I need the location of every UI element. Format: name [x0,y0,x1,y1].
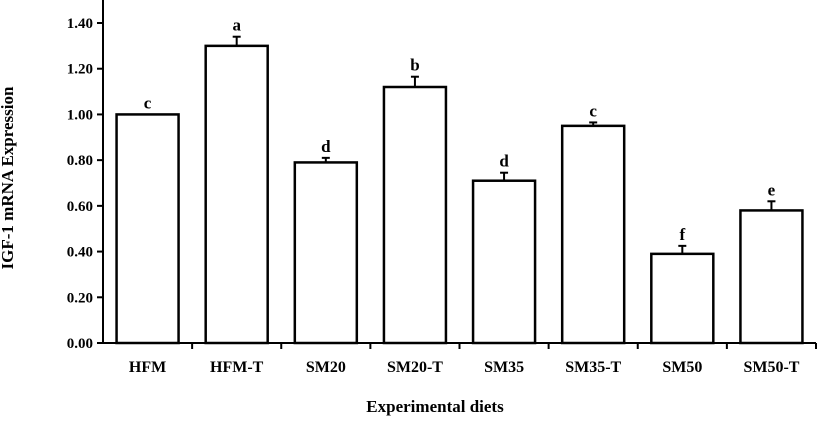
significance-letter: b [410,56,419,75]
significance-letter: d [321,137,331,156]
bar-sm20 [293,161,359,345]
y-tick-label: 1.40 [67,16,93,32]
y-tick-label: 0.40 [67,245,93,261]
bar-sm35 [471,179,537,345]
x-tick-label: HFM [129,359,166,376]
x-tick-label: HFM-T [210,359,264,376]
x-tick-label: SM20-T [387,359,443,376]
x-tick-label: SM50-T [743,359,799,376]
significance-letter: a [232,16,241,35]
significance-letter: f [679,225,685,244]
y-tick-label: 0.00 [67,336,93,352]
y-tick-label: 0.80 [67,153,93,169]
significance-letter: d [499,152,509,171]
y-tick-label: 1.00 [67,107,93,123]
bar-sm50-t [739,209,804,345]
bar-sm35-t [560,124,626,345]
x-axis-title: Experimental diets [366,397,504,416]
significance-letters: c a d b d c f e [144,16,776,244]
y-axis: 0.00 0.20 0.40 0.60 0.80 1.00 1.20 1.40 [67,0,104,352]
y-tick-label: 0.20 [67,290,93,306]
x-tick-label: SM50 [662,359,702,376]
y-tick-label: 0.60 [67,199,93,215]
bars [115,44,804,345]
x-tick-label: SM35 [484,359,524,376]
x-tick-label: SM20 [306,359,346,376]
bar-hfm-t [204,44,269,345]
bar-hfm [115,113,180,345]
significance-letter: e [768,180,776,199]
y-tick-label: 1.20 [67,62,93,78]
bar-sm50 [650,252,715,345]
significance-letter: c [589,101,597,120]
significance-letter: c [144,93,152,112]
x-axis: HFM HFM-T SM20 SM20-T SM35 SM35-T SM50 SM50-T [103,342,817,376]
y-axis-title: IGF-1 mRNA Expression [0,86,17,269]
bar-sm20-t [382,85,448,345]
x-tick-label: SM35-T [565,359,621,376]
error-bars [232,35,776,254]
